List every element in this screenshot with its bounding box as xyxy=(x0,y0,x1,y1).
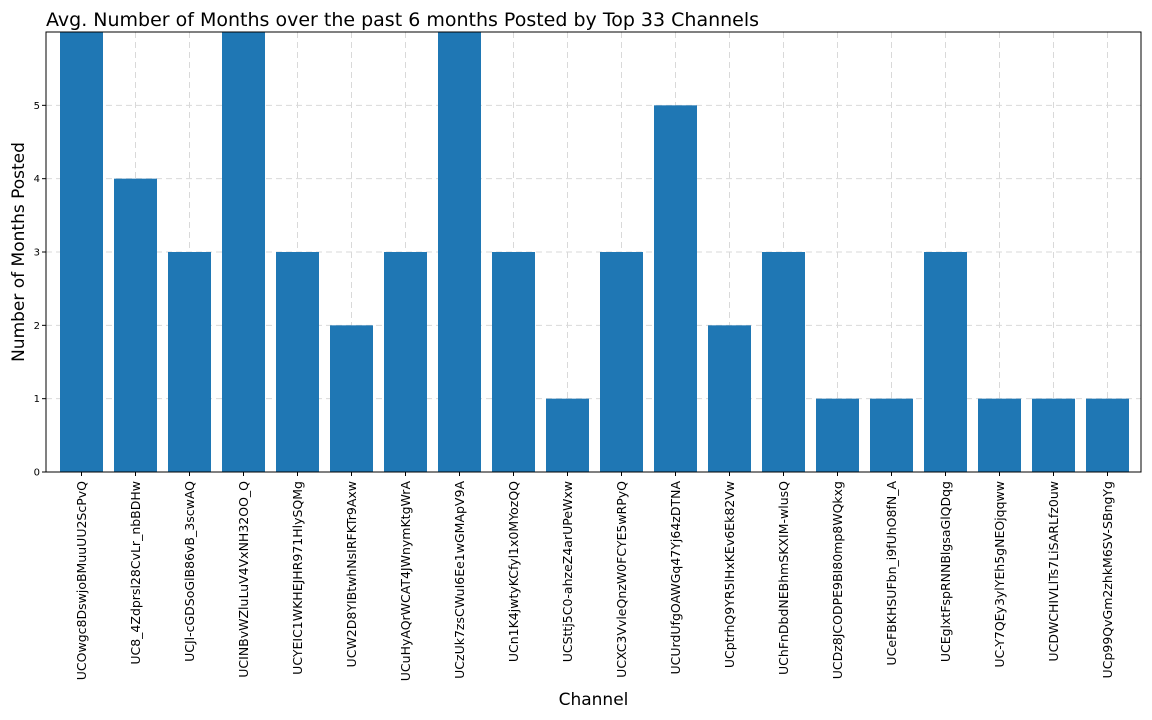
bar xyxy=(924,252,967,472)
x-tick-label: UCW2D8YIBtwhNsIRFKTr9Axw xyxy=(344,481,359,667)
x-tick-label: UCDz8JCODPE9BI80mp8WQkxg xyxy=(830,481,845,679)
x-tick-label: UCJl-cGDSoGlB86vB_3scwAQ xyxy=(182,481,197,662)
x-tick-label: UCDWCHIVLlTs7LiSARLfz0uw xyxy=(1046,481,1061,662)
x-tick-label: UC-Y7QEy3ylYEh5gNEOjqqww xyxy=(992,481,1007,668)
x-tick-label: UChFnDbdNEBhmSKXIM-wlusQ xyxy=(776,481,791,675)
x-tick-label: UCOwgc8DswjoBMuuUU2ScPvQ xyxy=(74,481,89,680)
bar xyxy=(330,325,373,472)
y-tick-label: 4 xyxy=(34,174,40,185)
bar xyxy=(870,398,913,472)
bar xyxy=(168,252,211,472)
bars xyxy=(60,32,1129,472)
y-tick-label: 0 xyxy=(34,468,40,479)
bar xyxy=(384,252,427,472)
bar xyxy=(546,398,589,472)
y-axis-ticks: 0 1 2 3 4 5 xyxy=(34,101,46,479)
bar xyxy=(1086,398,1129,472)
x-tick-label: UCzUk7zsCWuI6Ee1wGMApV9A xyxy=(452,481,467,679)
x-tick-label: UC8_4Zdprsl28CvLr_nbBDHw xyxy=(128,481,143,665)
y-tick-label: 5 xyxy=(34,101,40,112)
x-axis-ticks: UCOwgc8DswjoBMuuUU2ScPvQ UC8_4Zdprsl28CvL… xyxy=(74,472,1115,681)
y-tick-label: 2 xyxy=(34,321,40,332)
y-axis-label: Number of Months Posted xyxy=(9,142,29,362)
bar xyxy=(978,398,1021,472)
bar xyxy=(762,252,805,472)
bar xyxy=(708,325,751,472)
x-tick-label: UCeFBKHSUFbn_i9fUhO8fN_A xyxy=(884,481,899,666)
x-tick-label: UCp99QvGm2zhkM6SV-SBngYg xyxy=(1100,481,1115,678)
bar xyxy=(222,32,265,472)
x-tick-label: UCptrhQ9YR5lHxKEv6Ek82Vw xyxy=(722,481,737,668)
x-tick-label: UCSttj5C0-ahzeZ4arUPeWxw xyxy=(560,481,575,662)
bar xyxy=(600,252,643,472)
bar xyxy=(114,178,157,472)
x-tick-label: UCINBvWZluLuV4VxNH32OO_Q xyxy=(236,481,251,678)
bar xyxy=(276,252,319,472)
x-tick-label: UCuHyAQrWCAT4JWnymKtgWrA xyxy=(398,481,413,682)
x-tick-label: UCEglxtFspRNNBlgsaGlQDqg xyxy=(938,481,953,662)
x-tick-label: UCYEIC1WKHEJHR971HlySQMg xyxy=(290,481,305,675)
x-tick-label: UCn1K4jwtyKCfyl1x0MYozQQ xyxy=(506,481,521,662)
x-axis-label: Channel xyxy=(559,690,629,710)
bar xyxy=(438,32,481,472)
bar xyxy=(816,398,859,472)
chart-title: Avg. Number of Months over the past 6 mo… xyxy=(46,9,759,31)
y-tick-label: 3 xyxy=(34,248,40,259)
x-tick-label: UCUrdUfgOAWGq47Yj64zDTNA xyxy=(668,481,683,675)
x-tick-label: UCXC3VvleQnzW0FCYE5wRPyQ xyxy=(614,481,629,678)
y-tick-label: 1 xyxy=(34,394,40,405)
bar xyxy=(492,252,535,472)
bar xyxy=(654,105,697,472)
bar xyxy=(60,32,103,472)
bar xyxy=(1032,398,1075,472)
